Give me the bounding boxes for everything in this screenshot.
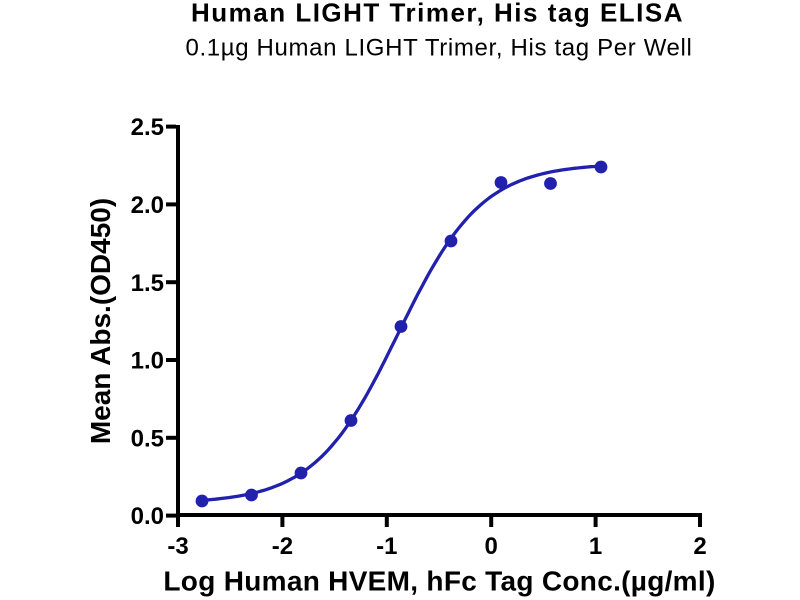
svg-text:-2: -2 xyxy=(272,533,293,560)
svg-text:-3: -3 xyxy=(167,533,188,560)
svg-text:Log Human HVEM, hFc Tag Conc.(: Log Human HVEM, hFc Tag Conc.(µg/ml) xyxy=(163,565,715,596)
svg-text:0.0: 0.0 xyxy=(131,503,164,530)
svg-text:Human LIGHT Trimer, His tag EL: Human LIGHT Trimer, His tag ELISA xyxy=(191,0,684,28)
svg-text:0.1µg Human LIGHT Trimer, His: 0.1µg Human LIGHT Trimer, His tag Per We… xyxy=(185,35,692,62)
svg-text:0: 0 xyxy=(485,533,498,560)
svg-text:Mean Abs.(OD450): Mean Abs.(OD450) xyxy=(85,198,116,444)
svg-text:2: 2 xyxy=(693,533,706,560)
svg-text:1.0: 1.0 xyxy=(131,348,164,375)
svg-text:0.5: 0.5 xyxy=(131,425,164,452)
svg-text:-1: -1 xyxy=(376,533,397,560)
svg-text:2.0: 2.0 xyxy=(131,192,164,219)
svg-text:1.5: 1.5 xyxy=(131,270,164,297)
svg-text:2.5: 2.5 xyxy=(131,114,164,141)
svg-text:1: 1 xyxy=(589,533,602,560)
